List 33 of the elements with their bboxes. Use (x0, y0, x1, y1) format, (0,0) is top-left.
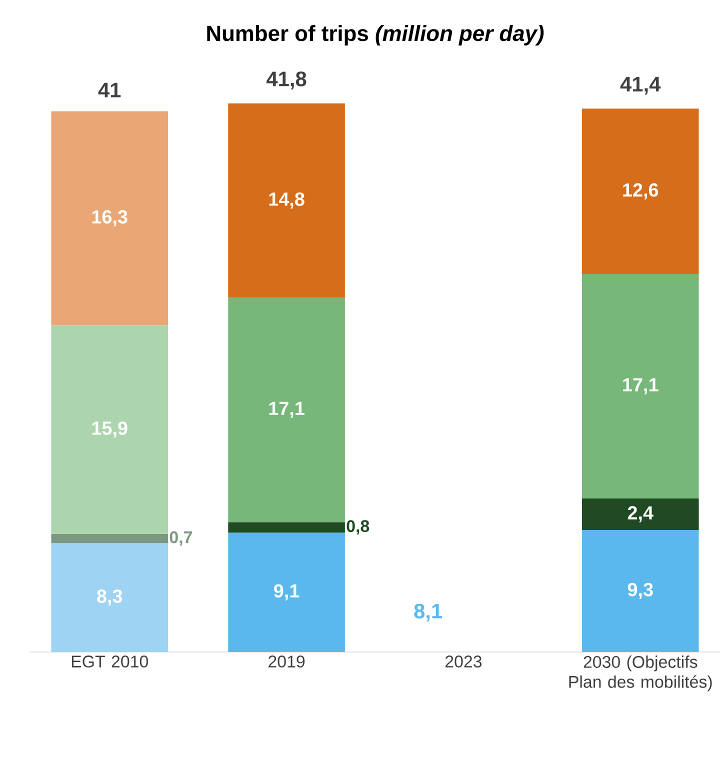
x-tick-label: 2030 (Objectifs Plan des mobilités) (569, 656, 712, 692)
bar (51, 543, 168, 652)
data-label: 17,1 (623, 378, 658, 394)
total-label: 41,8 (266, 72, 306, 90)
x-tick-label: 2023 (445, 656, 482, 668)
data-label: 0,8 (346, 520, 370, 535)
bar (582, 498, 699, 530)
annotation: 8,1 (414, 604, 442, 622)
x-tick-label: 2019 (268, 656, 305, 668)
bar (582, 530, 699, 652)
x-tick-label: EGT 2010 (72, 656, 148, 668)
bar (228, 522, 345, 533)
bar (51, 325, 168, 534)
total-label: 41,4 (620, 76, 661, 95)
data-label: 12,6 (623, 183, 658, 200)
data-label: 16,3 (92, 210, 128, 226)
data-label: 9,3 (628, 582, 653, 600)
data-label: 8,3 (97, 589, 122, 606)
total-label: 41 (98, 82, 121, 98)
bar (228, 532, 345, 652)
data-label: 14,8 (269, 192, 304, 209)
data-label: 2,4 (628, 506, 654, 522)
bar (582, 108, 699, 274)
data-label: 9,1 (274, 584, 300, 600)
bar (51, 111, 168, 326)
bar (582, 274, 699, 498)
data-label: 17,1 (269, 402, 304, 418)
chart-title: Number of trips (million per day) (207, 25, 544, 46)
bar (228, 298, 345, 522)
data-label: 15,9 (92, 421, 128, 438)
bar (51, 534, 168, 544)
bar (228, 103, 345, 298)
data-label: 0,7 (170, 531, 192, 546)
